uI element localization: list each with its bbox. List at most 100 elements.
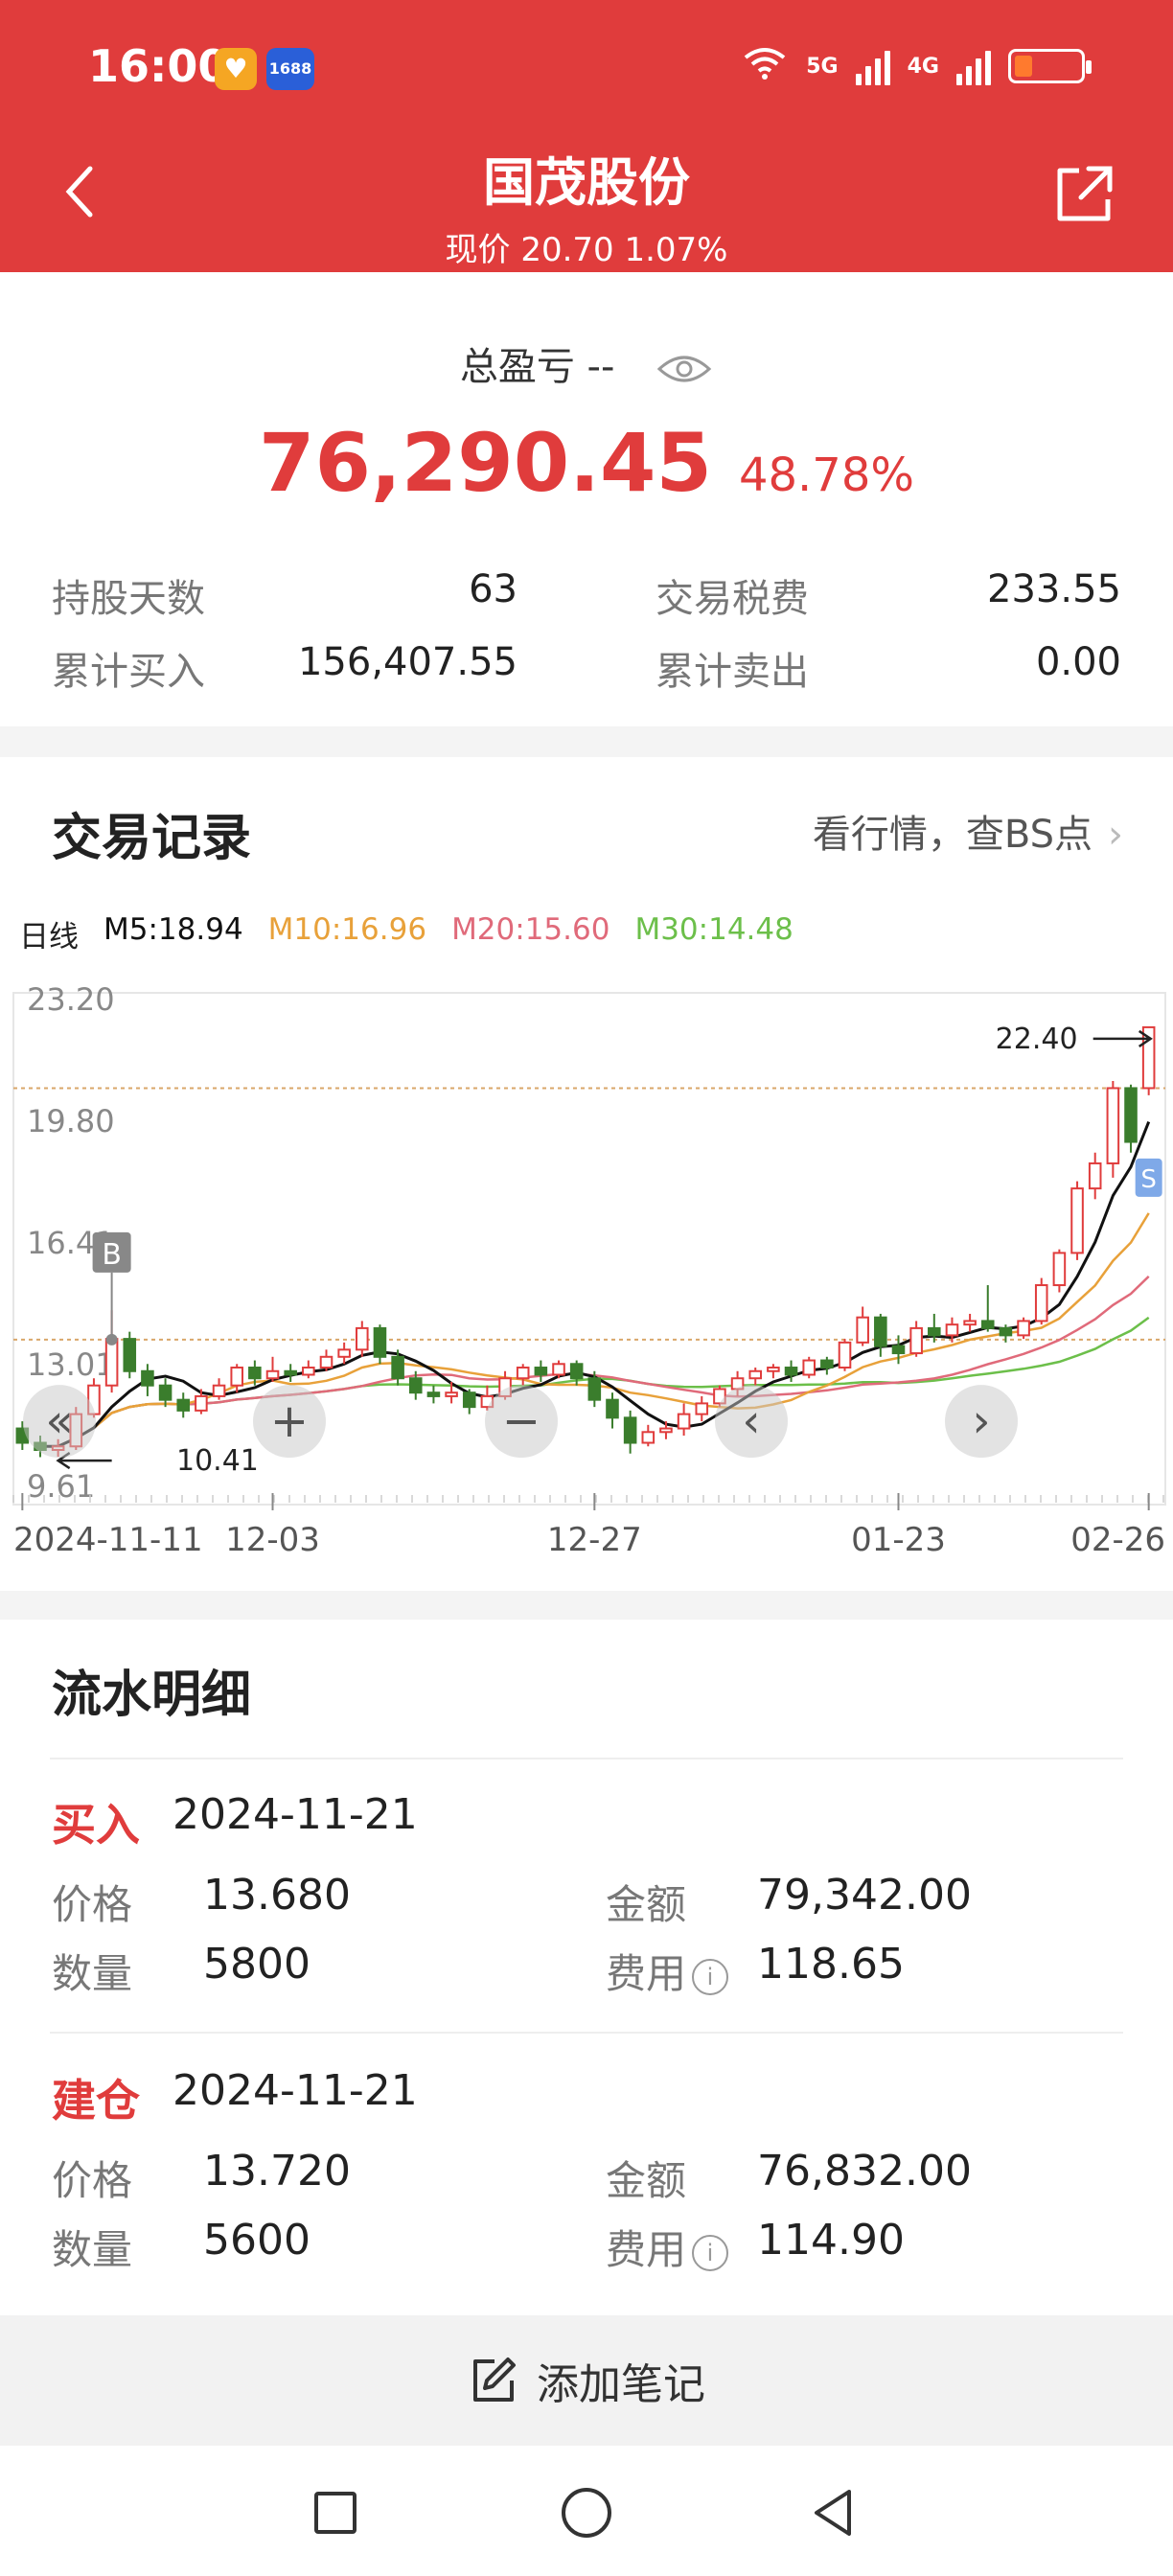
candle-body	[391, 1355, 404, 1380]
buy-marker-badge[interactable]	[92, 1231, 131, 1273]
kline-chart-area[interactable]: 日线 M5:18.94 M10:16.96 M20:15.60 M30:14.4…	[0, 901, 1173, 1591]
ma20-line	[75, 1276, 1150, 1439]
price-label: 价格	[52, 2157, 133, 2204]
candle-body	[408, 1377, 423, 1394]
entry-date: 2024-11-21	[172, 2066, 418, 2115]
amount-label: 金额	[606, 2157, 687, 2204]
app-1688-icon: 1688	[266, 48, 314, 90]
entry-type: 建仓	[52, 2075, 140, 2127]
candle-body	[123, 1338, 137, 1372]
amount-value: 76,832.00	[757, 2147, 972, 2196]
kline-chart[interactable]: 23.2019.8016.4113.019.61BS22.4010.412024…	[0, 953, 1173, 1614]
candle-body	[337, 1348, 351, 1358]
candle-body	[373, 1326, 387, 1358]
candle-body	[1052, 1252, 1067, 1287]
view-market-link[interactable]: 看行情，查BS点 ›	[813, 803, 1123, 859]
candle-body	[963, 1320, 977, 1326]
entry-date: 2024-11-21	[172, 1790, 418, 1839]
candle-body	[606, 1398, 619, 1419]
fee-label-row: 费用 i	[606, 1942, 729, 2000]
candle-body	[534, 1367, 548, 1376]
signal-5g-icon	[855, 47, 890, 85]
battery-icon	[1008, 49, 1092, 83]
qty-value: 5600	[203, 2216, 310, 2265]
candle-body	[659, 1427, 673, 1434]
y-tick-label: 19.80	[27, 1103, 115, 1139]
candle-body	[176, 1398, 191, 1412]
candle-body	[1088, 1162, 1102, 1190]
candle-body	[569, 1363, 584, 1380]
candle-body	[820, 1359, 834, 1369]
zoom-out-full-button[interactable]	[23, 1385, 96, 1459]
candle-body	[284, 1369, 297, 1376]
low-marker-label: 10.41	[176, 1444, 259, 1478]
fee-value: 114.90	[757, 2216, 905, 2265]
sell-total-value: 0.00	[1035, 640, 1121, 684]
ma20-legend: M20:15.60	[451, 912, 610, 947]
entry-type: 买入	[52, 1799, 140, 1851]
candle-body	[319, 1355, 334, 1369]
app-notification-icon: ♥	[215, 48, 257, 90]
candle-body	[1034, 1284, 1048, 1322]
zoom-out-button[interactable]	[485, 1385, 558, 1459]
home-button[interactable]	[558, 2484, 615, 2542]
candle-body	[1141, 1025, 1156, 1090]
x-tick-label: 01-23	[851, 1521, 946, 1559]
candle-body	[909, 1326, 923, 1355]
sell-marker-badge[interactable]	[1135, 1158, 1162, 1197]
page-title: 国茂股份	[483, 152, 690, 213]
back-button[interactable]	[58, 163, 105, 220]
hold-days-value: 63	[469, 567, 518, 611]
candle-body	[248, 1367, 262, 1380]
y-tick-label: 23.20	[27, 981, 115, 1018]
zoom-in-button[interactable]	[253, 1385, 326, 1459]
entry-fee-label: 费用	[606, 1950, 687, 1997]
divider	[50, 1758, 1123, 1760]
candle-body	[891, 1345, 906, 1355]
x-tick-label: 2024-11-11	[13, 1521, 203, 1559]
high-marker-label: 22.40	[996, 1023, 1078, 1056]
chevron-left-icon: ‹	[742, 1394, 760, 1448]
total-pnl-label: 总盈亏 --	[459, 345, 615, 389]
x-tick-label: 12-03	[225, 1521, 320, 1559]
candle-body	[462, 1392, 476, 1409]
amount-label: 金额	[606, 1881, 687, 1928]
candle-body	[141, 1369, 154, 1387]
candle-body	[695, 1402, 709, 1415]
candle-body	[516, 1367, 530, 1380]
wifi-icon	[741, 44, 789, 88]
scroll-right-button[interactable]	[945, 1385, 1018, 1459]
candle-body	[856, 1316, 869, 1344]
y-tick-label: 13.01	[27, 1346, 115, 1383]
buy-total-label: 累计买入	[52, 650, 205, 694]
eye-icon[interactable]	[656, 352, 713, 386]
x-tick-label: 12-27	[547, 1521, 642, 1559]
qty-label: 数量	[52, 1950, 133, 1997]
candle-body	[552, 1363, 565, 1376]
current-price: 现价 20.70 1.07%	[445, 231, 728, 269]
fee-value: 233.55	[987, 567, 1121, 611]
back-nav-button[interactable]	[805, 2484, 862, 2542]
chevron-right-icon: ›	[1108, 813, 1123, 857]
candle-body	[212, 1384, 226, 1397]
candle-body	[623, 1416, 637, 1444]
total-pnl-value-row: 76,290.45 48.78%	[0, 416, 1173, 510]
add-note-button[interactable]: 添加笔记	[0, 2315, 1173, 2446]
candle-body	[1106, 1087, 1120, 1164]
candle-body	[945, 1323, 959, 1337]
total-pnl-label-row: 总盈亏 --	[0, 335, 1173, 391]
recents-button[interactable]	[307, 2484, 364, 2542]
divider	[50, 2032, 1123, 2034]
total-pnl-value: 76,290.45	[259, 416, 712, 510]
info-icon[interactable]: i	[692, 2234, 729, 2271]
net-label-4g: 4G	[907, 54, 939, 79]
entry-fee-label: 费用	[606, 2226, 687, 2273]
scroll-left-button[interactable]	[715, 1385, 788, 1459]
ma10-legend: M10:16.96	[267, 912, 427, 947]
info-icon[interactable]: i	[692, 1958, 729, 1995]
system-nav-bar	[0, 2446, 1173, 2576]
circle-icon	[562, 2488, 611, 2538]
status-indicators: 5G 4G	[741, 42, 1092, 90]
edit-icon	[473, 2358, 516, 2402]
share-button[interactable]	[1050, 161, 1117, 228]
